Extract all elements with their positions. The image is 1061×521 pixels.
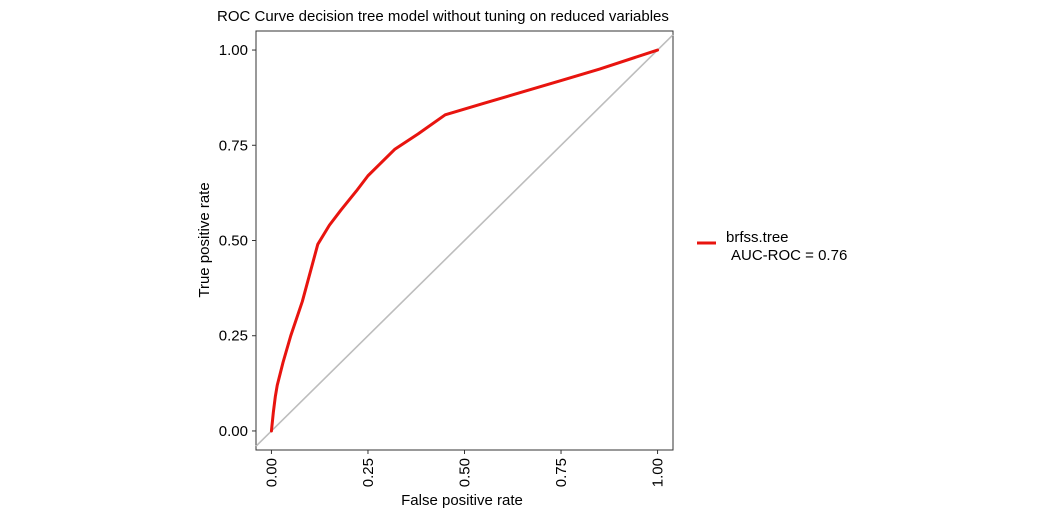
x-tick-label: 1.00	[650, 458, 667, 487]
diagonal-reference-line	[255, 34, 674, 447]
y-tick-label: 0.25	[219, 328, 248, 345]
y-tick-label: 1.00	[219, 42, 248, 59]
y-tick-label: 0.75	[219, 137, 248, 154]
y-tick-label: 0.00	[219, 423, 248, 440]
legend: brfss.tree AUC-ROC = 0.76	[697, 229, 847, 264]
y-axis-label: True positive rate	[196, 182, 213, 297]
roc-curve-line	[269, 48, 660, 433]
y-axis: 0.00 0.25 0.50 0.75 1.00	[219, 42, 256, 440]
x-tick-label: 0.00	[263, 458, 280, 487]
x-tick-label: 0.50	[457, 458, 474, 487]
y-tick-label: 0.50	[219, 233, 248, 250]
chart-title: ROC Curve decision tree model without tu…	[217, 8, 669, 25]
x-tick-label: 0.25	[360, 458, 377, 487]
x-axis-label: False positive rate	[401, 492, 523, 509]
x-tick-label: 0.75	[553, 458, 570, 487]
legend-auc-label: AUC-ROC = 0.76	[731, 247, 847, 264]
x-axis: 0.00 0.25 0.50 0.75 1.00	[263, 450, 667, 487]
legend-series-name: brfss.tree	[726, 229, 789, 246]
